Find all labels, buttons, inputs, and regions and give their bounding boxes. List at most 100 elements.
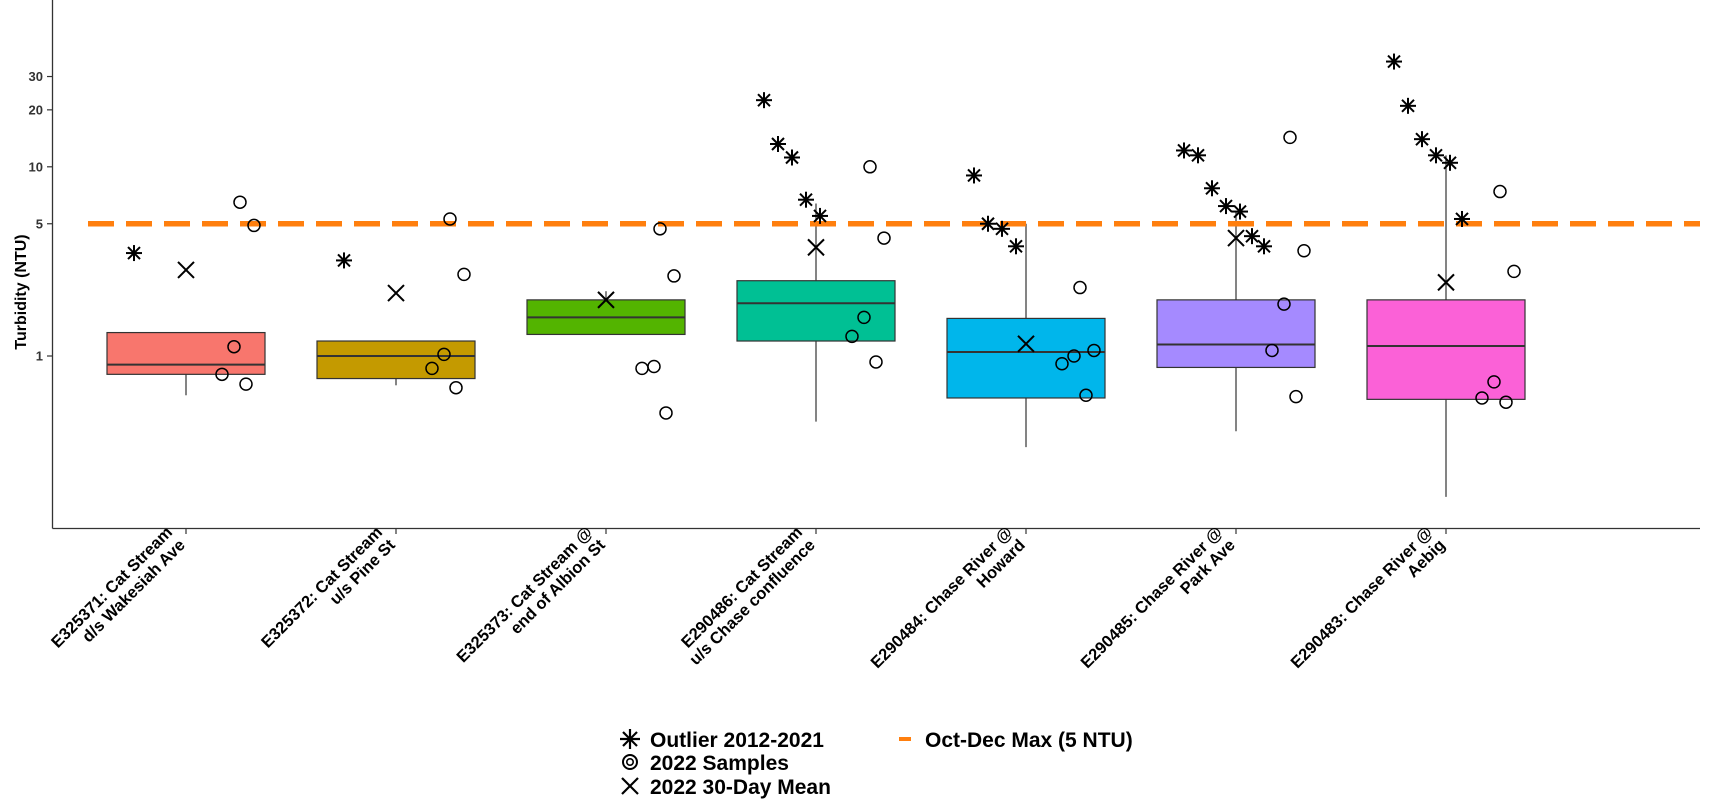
x-tick-label-line: E290486: Cat Stream [678,523,806,651]
sample-point [1265,343,1279,358]
x-tick-label-line: E325372: Cat Stream [258,523,386,651]
sample-point [1487,375,1501,389]
box [1156,299,1316,369]
outlier-point [784,149,800,166]
x-tick-label: E290483: Chase River @Aebig [1287,523,1448,684]
x-tick-label-line: E290485: Chase River @ [1077,523,1226,672]
x-tick-label: E290486: Cat Streamu/s Chase confluence [673,523,818,668]
sample-point [1507,264,1521,279]
sample-point [659,406,673,420]
legend-threshold-label: Oct-Dec Max (5 NTU) [925,729,1133,752]
outlier-point [1244,228,1260,245]
mean-marker [1017,335,1035,353]
outlier-point [1428,147,1444,164]
outlier-point [1008,238,1024,255]
x-tick-label: E290485: Chase River @Park Ave [1077,523,1238,684]
sample-point [1289,389,1303,404]
x-tick-label-line: u/s Chase confluence [686,536,819,669]
legend-outlier-key [620,729,640,749]
outlier-point [1454,210,1470,227]
sample-point [449,380,463,395]
outlier-point [812,207,828,224]
box [106,331,266,375]
outlier-point [1190,147,1206,164]
x-axis-labels: E325371: Cat Streamd/s Wakesiah Ave E3253… [48,523,1449,684]
legend-mean-label: 2022 30-Day Mean [650,776,831,799]
sample-point [1499,395,1513,409]
y-axis-title: Turbidity (NTU) [13,234,30,349]
mean-marker [387,284,405,302]
outlier-point [1386,53,1402,70]
outlier-point [798,191,814,208]
sample-point [239,377,253,391]
y-tick-label: 5 [36,216,43,231]
x-tick-label-line: E325371: Cat Stream [48,523,176,651]
box [946,317,1106,399]
outlier-point [1218,198,1234,215]
y-axis-ticks: 1 5 10 20 30 [29,69,53,364]
mean-marker [1227,229,1245,247]
sample-point [1283,130,1297,145]
outlier-point [1414,131,1430,148]
sample-point [857,310,871,325]
sample-point [227,339,241,354]
outlier-point [1176,142,1192,159]
sample-point [443,212,457,226]
sample-point [437,347,451,362]
legend-samples-label: 2022 Samples [650,752,789,775]
outlier-point [980,215,996,232]
box [736,280,896,342]
mean-marker [807,238,825,257]
mean-marker [177,261,195,279]
sample-point [247,218,261,233]
outlier-point [1204,180,1220,197]
outlier-point [994,220,1010,237]
legend-samples-key [622,754,638,770]
sample-point [1055,356,1069,371]
sample-point [1079,388,1093,403]
box [1366,299,1526,400]
x-tick-label: E325373: Cat Stream @end of Albion St [453,523,609,679]
mean-marker [1437,273,1455,292]
x-tick-label-line: E325373: Cat Stream @ [453,523,596,666]
x-tick-label-line: E290484: Chase River @ [867,523,1016,672]
y-tick-label: 20 [29,102,43,117]
sample-point [869,355,883,369]
sample-point [425,361,439,376]
outlier-point [1400,97,1416,114]
outlier-point [126,245,142,262]
sample-point [215,367,229,382]
sample-point [1067,349,1081,363]
sample-point [457,267,471,282]
outlier-point [336,252,352,269]
legend: Outlier 2012-2021 2022 Samples 2022 30-D… [620,729,1133,799]
sample-point [1277,297,1291,311]
outlier-point [1232,203,1248,220]
y-tick-label: 30 [29,69,43,84]
sample-point [877,231,891,245]
x-tick-label: E290484: Chase River @Howard [867,523,1028,684]
sample-point [647,359,661,374]
box [316,340,476,380]
outlier-point [966,167,982,184]
x-tick-label: E325371: Cat Streamd/s Wakesiah Ave [48,523,189,664]
outlier-point [1256,238,1272,255]
plot-area [88,53,1700,497]
sample-point [845,329,859,344]
sample-point [1087,343,1101,358]
mean-marker [597,291,615,309]
y-tick-label: 1 [36,349,43,364]
sample-point [1073,280,1087,295]
legend-outlier-label: Outlier 2012-2021 [650,729,824,752]
outlier-point [1442,154,1458,171]
sample-point [1297,243,1311,258]
sample-point [1493,184,1507,199]
x-tick-label: E325372: Cat Streamu/s Pine St [258,523,399,664]
sample-point [1475,391,1489,405]
outlier-point [770,135,786,152]
sample-point [233,195,247,209]
sample-point [667,269,681,283]
y-tick-label: 10 [29,159,43,174]
sample-point [635,361,649,376]
